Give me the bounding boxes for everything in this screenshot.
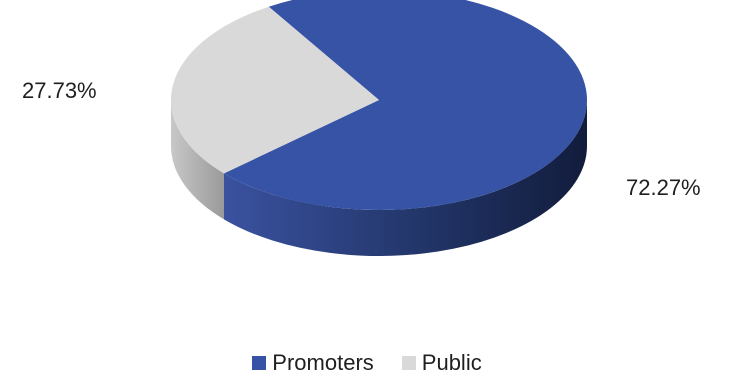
data-label-promoters: 72.27%	[626, 175, 701, 200]
legend-label-public: Public	[421, 350, 482, 375]
legend-item-public: Public	[401, 350, 482, 376]
pie-side-promoters	[224, 100, 587, 257]
legend-swatch-promoters	[252, 356, 267, 370]
pie-tops	[170, 0, 587, 210]
legend-item-promoters: Promoters	[252, 350, 374, 376]
legend-label-promoters: Promoters	[272, 350, 374, 375]
pie-slice-public	[170, 6, 379, 174]
legend: Promoters Public	[0, 350, 734, 376]
data-label-public: 27.73%	[22, 78, 97, 103]
legend-swatch-public	[401, 356, 416, 370]
pie-side-public	[171, 100, 225, 220]
pie-slice-promoters	[224, 0, 587, 210]
pie-sides	[171, 100, 587, 257]
